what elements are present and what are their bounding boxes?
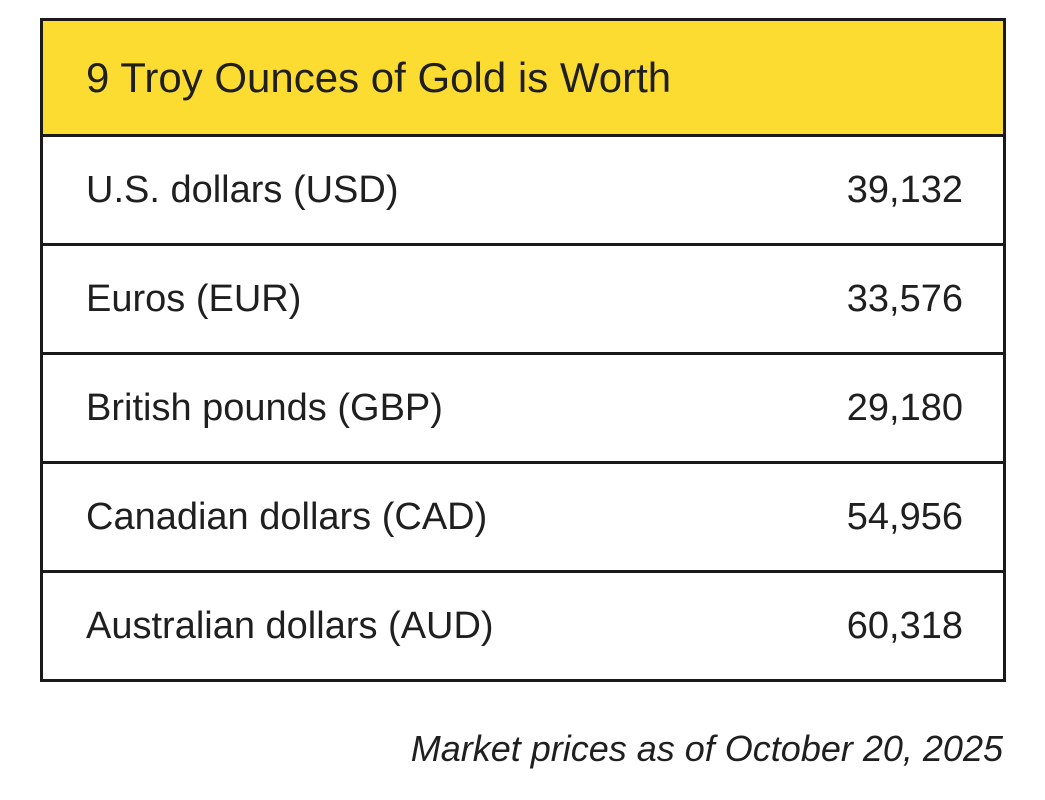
currency-value: 39,132 (846, 168, 963, 211)
table-row: British pounds (GBP) 29,180 (43, 355, 1003, 464)
currency-value: 33,576 (846, 277, 963, 320)
table-row: Australian dollars (AUD) 60,318 (43, 573, 1003, 679)
currency-value: 29,180 (846, 386, 963, 429)
currency-label: British pounds (GBP) (86, 386, 443, 429)
currency-label: Canadian dollars (CAD) (86, 495, 488, 538)
market-date-footnote: Market prices as of October 20, 2025 (410, 728, 1003, 769)
currency-label: Euros (EUR) (86, 277, 302, 320)
currency-label: Australian dollars (AUD) (86, 604, 494, 647)
table-row: Euros (EUR) 33,576 (43, 246, 1003, 355)
currency-value: 54,956 (846, 495, 963, 538)
table-title: 9 Troy Ounces of Gold is Worth (86, 53, 672, 101)
table-row: Canadian dollars (CAD) 54,956 (43, 464, 1003, 573)
currency-label: U.S. dollars (USD) (86, 168, 399, 211)
currency-value: 60,318 (846, 604, 963, 647)
table-row: U.S. dollars (USD) 39,132 (43, 137, 1003, 246)
table-header: 9 Troy Ounces of Gold is Worth (43, 21, 1003, 137)
gold-value-table: 9 Troy Ounces of Gold is Worth U.S. doll… (40, 18, 1006, 682)
